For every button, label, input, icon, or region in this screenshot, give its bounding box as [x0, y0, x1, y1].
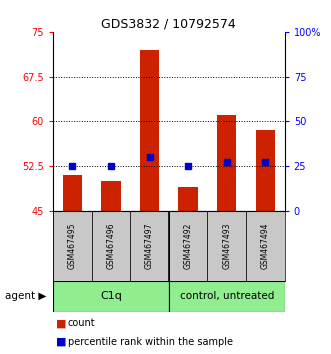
Text: GSM467497: GSM467497	[145, 223, 154, 269]
Bar	[92, 211, 130, 281]
Text: ■: ■	[56, 318, 67, 329]
Text: GSM467493: GSM467493	[222, 223, 231, 269]
Text: GSM467495: GSM467495	[68, 223, 77, 269]
Text: control, untreated: control, untreated	[179, 291, 274, 302]
Text: GSM467494: GSM467494	[261, 223, 270, 269]
Bar	[101, 181, 120, 211]
Text: C1q: C1q	[100, 291, 122, 302]
Bar	[63, 175, 82, 211]
Bar	[208, 211, 246, 281]
Bar	[217, 115, 236, 211]
Bar	[256, 130, 275, 211]
Text: percentile rank within the sample: percentile rank within the sample	[68, 337, 233, 347]
Bar	[178, 187, 198, 211]
Title: GDS3832 / 10792574: GDS3832 / 10792574	[101, 18, 236, 31]
Text: ■: ■	[56, 337, 67, 347]
Text: GSM467496: GSM467496	[106, 223, 116, 269]
Bar	[53, 281, 169, 312]
Bar	[246, 211, 285, 281]
Bar	[169, 281, 285, 312]
Bar	[140, 50, 159, 211]
Text: count: count	[68, 318, 95, 329]
Bar	[169, 211, 208, 281]
Text: GSM467492: GSM467492	[184, 223, 193, 269]
Bar	[130, 211, 169, 281]
Bar	[53, 211, 92, 281]
Text: agent ▶: agent ▶	[5, 291, 46, 302]
